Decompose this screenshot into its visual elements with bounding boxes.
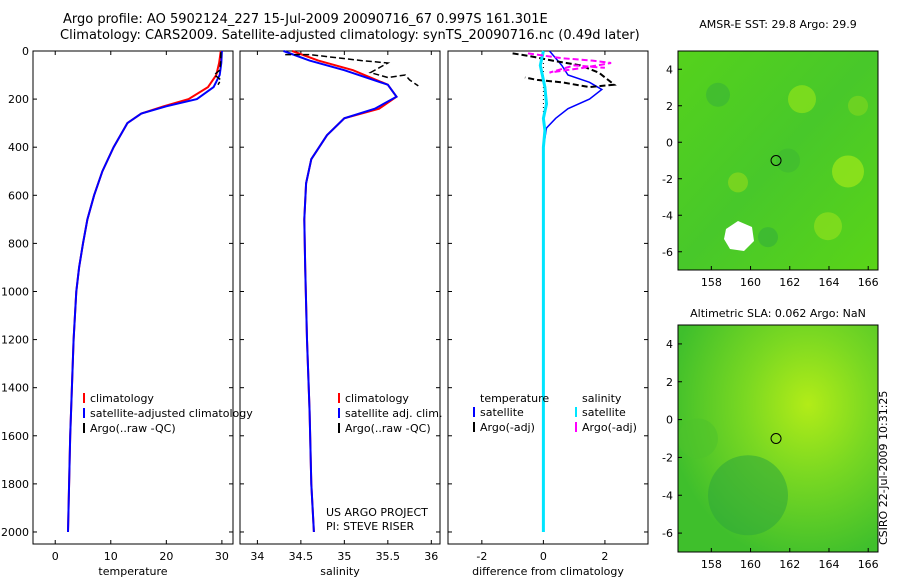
map-title: AMSR-E SST: 29.8 Argo: 29.9 bbox=[699, 18, 857, 31]
plot-frame-1 bbox=[32, 50, 234, 545]
y-tick-label: 1200 bbox=[1, 334, 29, 347]
legend-label: climatology bbox=[90, 392, 154, 405]
plot-frame-3 bbox=[447, 50, 649, 545]
x-tick-label: 162 bbox=[779, 276, 800, 289]
y-tick-label: 2 bbox=[666, 100, 673, 113]
y-tick-label: 1800 bbox=[1, 478, 29, 491]
y-tick-label: -2 bbox=[662, 173, 673, 186]
figure-title-line2: Climatology: CARS2009. Satellite-adjuste… bbox=[60, 28, 640, 43]
y-tick-label: 1400 bbox=[1, 382, 29, 395]
x-tick-label: 30 bbox=[215, 550, 229, 563]
y-tick-label: 600 bbox=[8, 189, 29, 202]
x-tick-label: 10 bbox=[104, 550, 118, 563]
y-tick-label: 800 bbox=[8, 237, 29, 250]
legend-group-title: temperature bbox=[480, 392, 549, 405]
series-line-salinity-argo-adj bbox=[527, 52, 612, 74]
map-texture bbox=[706, 82, 730, 107]
legend-label: Argo(..raw -QC) bbox=[90, 422, 176, 435]
map-texture bbox=[788, 85, 816, 114]
x-axis-label: temperature bbox=[98, 565, 167, 578]
x-axis-label: difference from climatology bbox=[472, 565, 624, 578]
series-line-climatology bbox=[291, 50, 398, 533]
x-tick-label: 166 bbox=[858, 558, 879, 571]
x-tick-label: 35 bbox=[337, 550, 351, 563]
series-line-climatology bbox=[67, 50, 222, 533]
x-tick-label: 162 bbox=[779, 558, 800, 571]
map-texture bbox=[776, 148, 800, 173]
y-tick-label: -6 bbox=[662, 527, 673, 540]
series-line-temperature-satellite bbox=[542, 50, 604, 532]
x-axis-label: salinity bbox=[320, 565, 360, 578]
legend-label: satellite bbox=[582, 406, 626, 419]
x-tick-label: 166 bbox=[858, 276, 879, 289]
y-tick-label: 2 bbox=[666, 376, 673, 389]
y-tick-label: -6 bbox=[662, 246, 673, 259]
x-tick-label: 158 bbox=[701, 558, 722, 571]
y-tick-label: 2000 bbox=[1, 526, 29, 539]
series-line-argo-raw-qc bbox=[285, 53, 419, 87]
y-tick-label: 0 bbox=[22, 45, 29, 58]
map-texture bbox=[708, 455, 788, 536]
map-title: Altimetric SLA: 0.062 Argo: NaN bbox=[690, 307, 866, 320]
y-tick-label: 200 bbox=[8, 93, 29, 106]
x-tick-label: 34.5 bbox=[289, 550, 314, 563]
map-frame bbox=[677, 324, 879, 553]
y-tick-label: -4 bbox=[662, 209, 673, 222]
map-texture bbox=[832, 155, 864, 188]
y-tick-label: 1600 bbox=[1, 430, 29, 443]
y-tick-label: -2 bbox=[662, 451, 673, 464]
x-tick-label: 34 bbox=[250, 550, 264, 563]
legend-label: Argo(-adj) bbox=[480, 421, 535, 434]
series-line-satellite-adjusted-climatology bbox=[67, 50, 223, 533]
argo-location-marker bbox=[770, 155, 782, 166]
y-tick-label: 4 bbox=[666, 338, 673, 351]
x-tick-label: 160 bbox=[740, 558, 761, 571]
map-frame bbox=[677, 50, 879, 271]
y-tick-label: -4 bbox=[662, 489, 673, 502]
map-texture bbox=[848, 95, 868, 116]
x-tick-label: 164 bbox=[818, 558, 839, 571]
legend-group-title: salinity bbox=[582, 392, 622, 405]
y-tick-label: 0 bbox=[666, 136, 673, 149]
legend-label: climatology bbox=[345, 392, 409, 405]
plot-frame-2 bbox=[239, 50, 441, 545]
x-tick-label: 164 bbox=[818, 276, 839, 289]
y-tick-label: 400 bbox=[8, 141, 29, 154]
map-texture bbox=[758, 227, 778, 248]
x-tick-label: 158 bbox=[701, 276, 722, 289]
investigator-annotation: PI: STEVE RISER bbox=[326, 520, 415, 533]
y-tick-label: 0 bbox=[666, 414, 673, 427]
y-tick-label: 4 bbox=[666, 63, 673, 76]
series-line-salinity-satellite bbox=[538, 50, 549, 532]
land-mask bbox=[724, 221, 754, 251]
x-tick-label: 0 bbox=[52, 550, 59, 563]
map-texture bbox=[814, 212, 842, 241]
x-tick-label: 2 bbox=[601, 550, 608, 563]
legend-label: satellite adj. clim. bbox=[345, 407, 442, 420]
x-tick-label: 35.5 bbox=[376, 550, 401, 563]
map-texture bbox=[678, 418, 718, 459]
legend-label: Argo(..raw -QC) bbox=[345, 422, 431, 435]
map-texture bbox=[728, 172, 748, 193]
x-tick-label: 0 bbox=[540, 550, 547, 563]
legend-label: satellite bbox=[480, 406, 524, 419]
x-tick-label: 36 bbox=[424, 550, 438, 563]
x-tick-label: 20 bbox=[159, 550, 173, 563]
legend-label: Argo(-adj) bbox=[582, 421, 637, 434]
figure-title-line1: Argo profile: AO 5902124_227 15-Jul-2009… bbox=[63, 12, 548, 27]
series-line-satellite-adj-clim bbox=[283, 50, 398, 533]
series-line-temperature-argo-adj bbox=[512, 52, 617, 89]
investigator-annotation: US ARGO PROJECT bbox=[326, 506, 428, 519]
argo-location-marker bbox=[770, 433, 782, 444]
x-tick-label: 160 bbox=[740, 276, 761, 289]
x-tick-label: -2 bbox=[476, 550, 487, 563]
y-tick-label: 1000 bbox=[1, 285, 29, 298]
legend-label: satellite-adjusted climatology bbox=[90, 407, 253, 420]
